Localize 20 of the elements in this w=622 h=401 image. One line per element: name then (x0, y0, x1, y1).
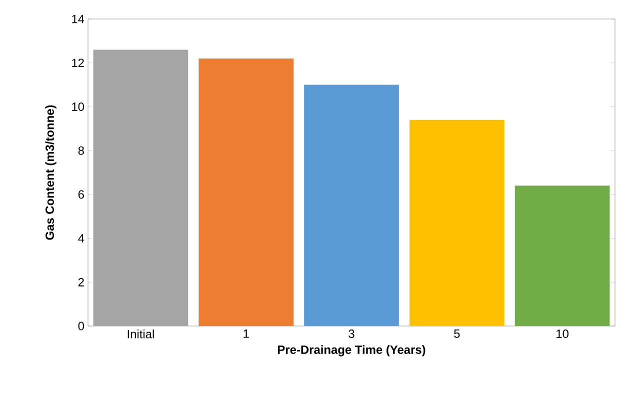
x-tick-label: 10 (556, 330, 568, 338)
y-axis-title: Gas Content (m3/tonne) (45, 105, 56, 240)
y-tick-label: 2 (78, 278, 84, 286)
bar (514, 186, 610, 326)
bar (93, 50, 188, 326)
y-tick-label: 10 (72, 102, 84, 111)
x-tick-label: 3 (348, 330, 354, 338)
y-tick-label: 4 (78, 234, 84, 242)
bar (304, 84, 399, 326)
y-tick-label: 8 (78, 146, 84, 155)
y-tick-label: 6 (78, 190, 84, 199)
y-tick-label: 14 (72, 14, 84, 24)
y-tick-label: 0 (78, 322, 84, 330)
bar (409, 120, 504, 326)
x-tick-label: 5 (454, 330, 460, 338)
x-axis-title: Pre-Drainage Time (Years) (278, 345, 426, 356)
bar (198, 58, 294, 326)
y-tick-label: 12 (72, 58, 84, 68)
x-tick-label: Initial (128, 330, 154, 338)
x-tick-label: 1 (244, 330, 249, 338)
